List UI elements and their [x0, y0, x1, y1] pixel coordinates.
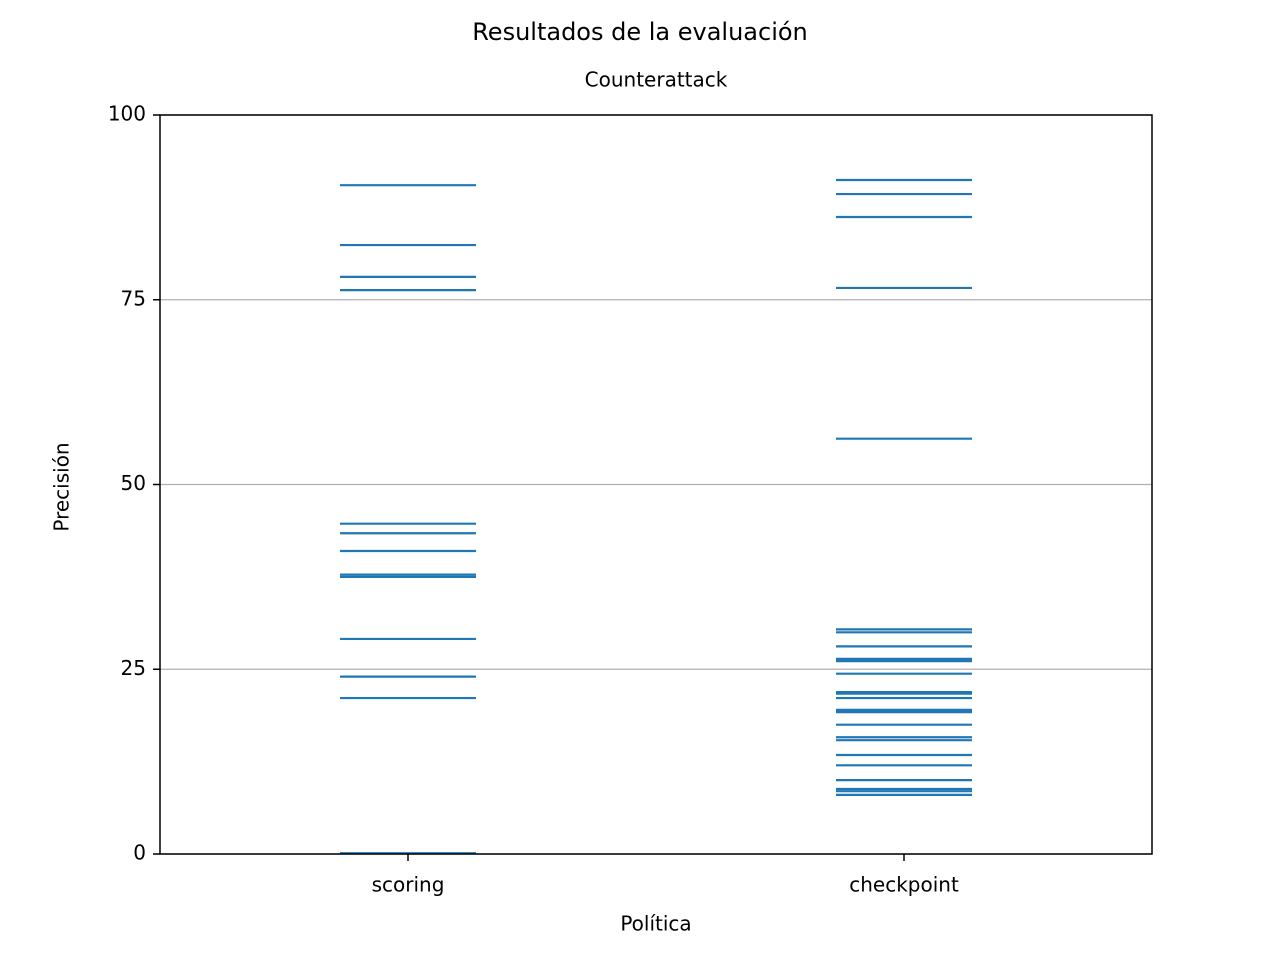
y-tick-label: 25 [121, 656, 146, 680]
chart-title: Resultados de la evaluación [472, 18, 808, 46]
chart-subtitle: Counterattack [585, 68, 728, 92]
x-axis-label: Política [620, 912, 691, 936]
plot-frame [159, 114, 1153, 855]
y-tick-label: 0 [133, 841, 146, 865]
y-tick-label: 50 [121, 471, 146, 495]
y-axis-label: Precisión [50, 442, 74, 531]
y-tick-label: 75 [121, 286, 146, 310]
x-tick-label: scoring [372, 873, 445, 897]
y-tick-label: 100 [108, 102, 146, 126]
x-tick-label: checkpoint [849, 873, 959, 897]
